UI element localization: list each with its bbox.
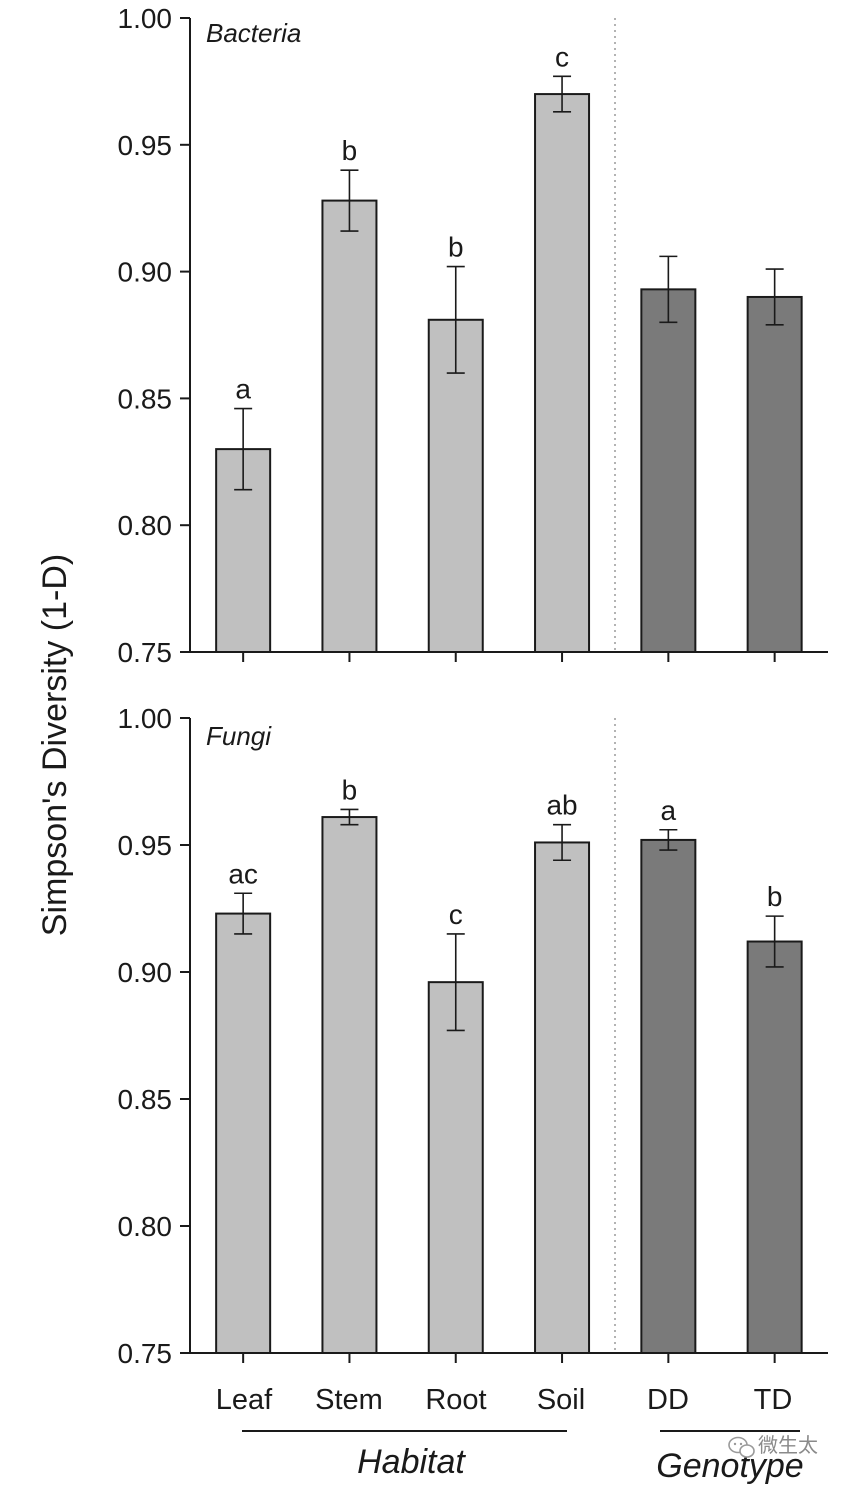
wechat-icon [728,1436,755,1458]
fungi-panel-title: Fungi [206,721,272,751]
fungi-bar-leaf [215,912,272,1355]
fungi-error-bar-td [765,915,784,968]
habitat-group-label: Habitat [357,1443,466,1481]
bacteria-error-bar-stem [340,169,359,232]
x-label-dd: DD [647,1384,689,1416]
fungi-sig-letter-stem: b [342,774,358,805]
bacteria-error-bar-leaf [234,407,253,491]
fungi-error-bar-leaf [234,892,253,935]
bacteria-bar-dd [640,288,697,653]
fungi-y-tick-label: 0.95 [118,830,173,861]
fungi-y-tick-label: 1.00 [118,703,173,734]
fungi-bar-td [746,940,803,1355]
y-axis-title: Simpson's Diversity (1-D) [36,554,74,936]
fungi-bar-root [427,981,484,1354]
bacteria-bar-stem [321,199,378,653]
bacteria-sig-letter-stem: b [342,135,358,166]
fungi-error-bar-dd [659,828,678,851]
fungi-sig-letter-dd: a [661,795,677,826]
watermark-text: 微生太 [758,1434,818,1457]
bacteria-error-bar-soil [553,75,572,113]
genotype-group-label: Genotype [656,1447,803,1485]
bacteria-panel: Bacteria 0.75 0.80 0.85 0.90 0.95 1.00 a b b c [118,3,828,668]
fungi-y-tick-label: 0.90 [118,957,173,988]
fungi-y-tick-label: 0.80 [118,1211,173,1242]
bacteria-error-bar-root [446,265,465,374]
bacteria-sig-letter-soil: c [555,41,569,72]
fungi-sig-letter-leaf: ac [228,858,258,889]
bacteria-error-bar-dd [659,255,678,324]
watermark: 微生太 [728,1434,818,1458]
bacteria-bar-root [427,318,484,653]
bacteria-y-tick-label: 0.75 [118,637,173,668]
bacteria-bar-td [746,295,803,653]
fungi-bar-stem [321,816,378,1354]
fungi-y-tick-label: 0.85 [118,1084,173,1115]
fungi-error-bar-root [446,933,465,1032]
fungi-sig-letter-td: b [767,881,783,912]
x-label-td: TD [754,1384,793,1416]
x-label-leaf: Leaf [216,1384,273,1416]
x-category-labels: Leaf Stem Root Soil DD TD [216,1384,793,1416]
bacteria-y-tick-label: 0.85 [118,383,173,414]
bacteria-sig-letter-root: b [448,232,464,263]
x-label-stem: Stem [315,1384,383,1416]
fungi-error-bar-soil [553,823,572,862]
bacteria-y-tick-label: 0.95 [118,130,173,161]
bacteria-bar-soil [534,93,591,653]
fungi-bar-soil [534,841,591,1355]
bacteria-y-tick-label: 0.80 [118,510,173,541]
bacteria-y-tick-label: 1.00 [118,3,173,34]
fungi-sig-letter-soil: ab [546,790,577,821]
fungi-y-tick-label: 0.75 [118,1338,173,1369]
bacteria-panel-title: Bacteria [206,18,301,48]
fungi-error-bar-stem [340,808,359,826]
bacteria-error-bar-td [765,268,784,326]
x-label-soil: Soil [537,1384,585,1416]
x-label-root: Root [425,1384,486,1416]
bacteria-sig-letter-leaf: a [235,374,251,405]
fungi-bar-dd [640,838,697,1354]
bacteria-y-tick-label: 0.90 [118,257,173,288]
fungi-sig-letter-root: c [449,899,463,930]
